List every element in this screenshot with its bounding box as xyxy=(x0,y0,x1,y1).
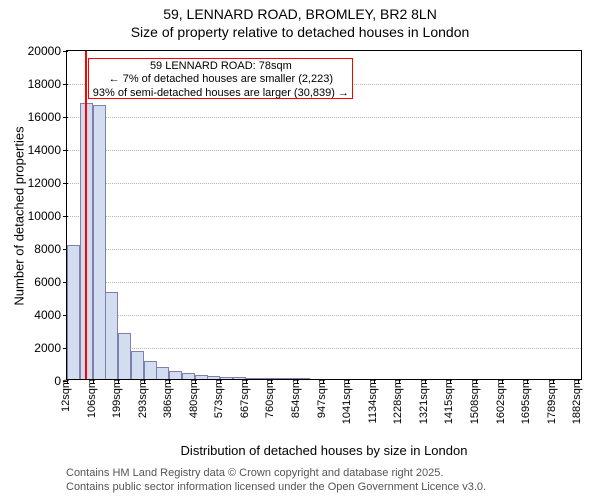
title-line2: Size of property relative to detached ho… xyxy=(0,24,600,42)
x-tick-label: 106sqm xyxy=(84,379,98,418)
annotation-line3: 93% of semi-detached houses are larger (… xyxy=(91,87,350,101)
gridline xyxy=(67,348,581,349)
gridline xyxy=(67,183,581,184)
x-tick-label: 1789sqm xyxy=(544,379,558,424)
gridline xyxy=(67,117,581,118)
annotation-box: 59 LENNARD ROAD: 78sqm ← 7% of detached … xyxy=(88,58,353,99)
x-tick-label: 667sqm xyxy=(237,379,251,418)
x-tick-label: 1695sqm xyxy=(518,379,532,424)
x-tick-label: 480sqm xyxy=(186,379,200,418)
histogram-bar xyxy=(93,105,106,379)
x-axis-label: Distribution of detached houses by size … xyxy=(181,443,468,458)
gridline xyxy=(67,150,581,151)
x-tick-label: 573sqm xyxy=(211,379,225,418)
histogram-bar xyxy=(67,245,80,379)
x-tick-label: 1228sqm xyxy=(390,379,404,424)
x-tick-label: 12sqm xyxy=(58,379,72,412)
x-tick-label: 1321sqm xyxy=(416,379,430,424)
y-tick-label: 18000 xyxy=(28,77,67,91)
y-tick-label: 14000 xyxy=(28,143,67,157)
x-tick-label: 1415sqm xyxy=(441,379,455,424)
histogram-bar xyxy=(156,367,169,379)
histogram-bar xyxy=(144,361,157,379)
attribution-footer: Contains HM Land Registry data © Crown c… xyxy=(66,466,486,495)
x-tick-label: 947sqm xyxy=(314,379,328,418)
x-tick-label: 1508sqm xyxy=(467,379,481,424)
y-axis-label: Number of detached properties xyxy=(12,126,27,305)
x-tick-label: 854sqm xyxy=(288,379,302,418)
histogram-bar xyxy=(169,371,182,379)
x-tick-label: 386sqm xyxy=(160,379,174,418)
x-tick-label: 293sqm xyxy=(135,379,149,418)
y-tick-label: 20000 xyxy=(28,44,67,58)
gridline xyxy=(67,315,581,316)
histogram-bar xyxy=(105,292,118,379)
histogram-bar xyxy=(118,333,131,379)
gridline xyxy=(67,282,581,283)
x-tick-label: 199sqm xyxy=(109,379,123,418)
y-tick-label: 6000 xyxy=(34,275,67,289)
y-tick-label: 8000 xyxy=(34,242,67,256)
x-tick-label: 1882sqm xyxy=(569,379,583,424)
x-tick-label: 1041sqm xyxy=(339,379,353,424)
annotation-line2: ← 7% of detached houses are smaller (2,2… xyxy=(91,73,350,87)
y-tick-label: 12000 xyxy=(28,176,67,190)
footer-line1: Contains HM Land Registry data © Crown c… xyxy=(66,466,486,480)
x-tick-label: 760sqm xyxy=(262,379,276,418)
y-tick-label: 4000 xyxy=(34,308,67,322)
y-tick-label: 2000 xyxy=(34,341,67,355)
y-tick-label: 16000 xyxy=(28,110,67,124)
title-line1: 59, LENNARD ROAD, BROMLEY, BR2 8LN xyxy=(0,6,600,24)
x-tick-label: 1134sqm xyxy=(365,379,379,423)
chart-title: 59, LENNARD ROAD, BROMLEY, BR2 8LN Size … xyxy=(0,0,600,41)
x-tick-label: 1602sqm xyxy=(493,379,507,424)
property-marker-line xyxy=(85,51,87,379)
plot-area: Number of detached properties Distributi… xyxy=(66,50,582,380)
gridline xyxy=(67,216,581,217)
histogram-bar xyxy=(131,351,144,379)
gridline xyxy=(67,249,581,250)
footer-line2: Contains public sector information licen… xyxy=(66,480,486,494)
y-tick-label: 10000 xyxy=(28,209,67,223)
annotation-line1: 59 LENNARD ROAD: 78sqm xyxy=(91,60,350,74)
